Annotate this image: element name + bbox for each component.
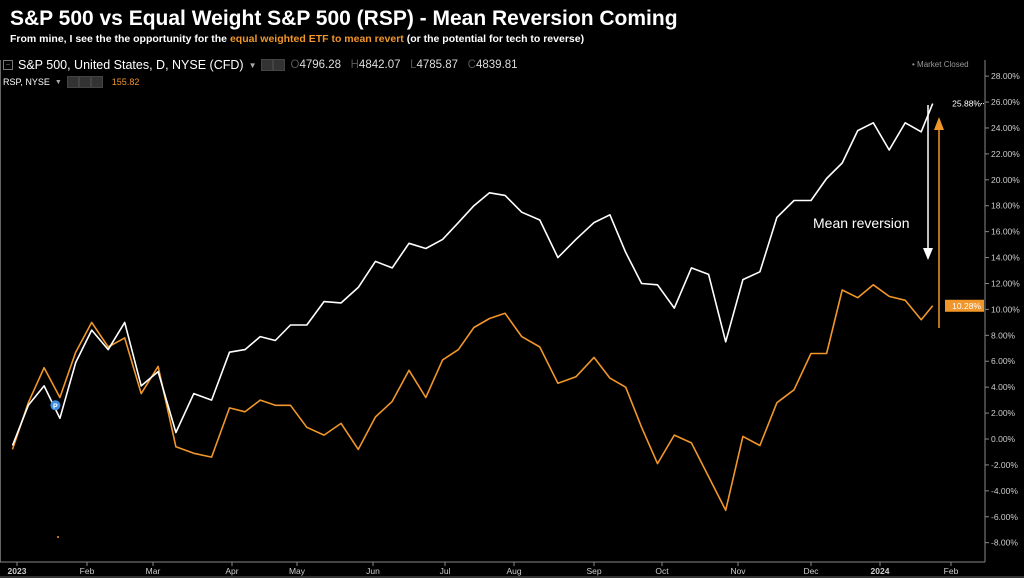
x-tick-label: Aug bbox=[506, 566, 521, 576]
market-status: • Market Closed bbox=[912, 60, 969, 69]
x-tick-label: Nov bbox=[730, 566, 746, 576]
x-tick-label: Oct bbox=[655, 566, 669, 576]
open-label: O bbox=[290, 59, 300, 71]
rsp-last-value-badge bbox=[945, 299, 984, 312]
y-tick-label: 4.00% bbox=[991, 382, 1016, 392]
y-tick-label: 22.00% bbox=[991, 149, 1020, 159]
x-tick-label: 2024 bbox=[871, 566, 890, 576]
close-label: C bbox=[467, 59, 476, 71]
settings-icon[interactable] bbox=[273, 59, 286, 71]
low-label: L bbox=[410, 59, 417, 71]
collapse-icon[interactable]: − bbox=[3, 60, 13, 70]
compare-symbol-legend: RSP, NYSE ▼ 155.82 bbox=[3, 76, 139, 88]
spx-line bbox=[11, 103, 934, 446]
settings-icon[interactable] bbox=[78, 76, 91, 88]
x-tick-label: Mar bbox=[146, 566, 161, 576]
x-tick-label: Feb bbox=[944, 566, 959, 576]
main-symbol-label[interactable]: S&P 500, United States, D, NYSE (CFD) bbox=[18, 58, 244, 72]
y-tick-label: 18.00% bbox=[991, 201, 1020, 211]
rsp-last-value-label: 10.28% bbox=[952, 301, 981, 311]
y-tick-label: 16.00% bbox=[991, 227, 1020, 237]
caret-down-icon[interactable]: ▼ bbox=[54, 78, 62, 86]
y-tick-label: -8.00% bbox=[991, 538, 1018, 548]
y-tick-label: -4.00% bbox=[991, 486, 1018, 496]
y-tick-label: 0.00% bbox=[991, 434, 1016, 444]
main-symbol-legend: − S&P 500, United States, D, NYSE (CFD) … bbox=[3, 58, 518, 72]
remove-icon[interactable] bbox=[90, 76, 103, 88]
event-marker-icon[interactable] bbox=[50, 400, 61, 411]
high-value: 4842.07 bbox=[358, 59, 401, 71]
x-tick-label: Apr bbox=[225, 566, 238, 576]
chart-subtitle: From mine, I see the the opportunity for… bbox=[10, 33, 584, 45]
subtitle-highlight: equal weighted ETF to mean revert bbox=[229, 33, 404, 45]
x-tick-label: Dec bbox=[803, 566, 819, 576]
y-tick-label: 8.00% bbox=[991, 330, 1016, 340]
y-tick-label: 26.00% bbox=[991, 97, 1020, 107]
low-value: 4785.87 bbox=[416, 59, 459, 71]
visibility-icon[interactable] bbox=[261, 59, 274, 71]
event-marker-label: P bbox=[53, 403, 58, 410]
x-tick-label: 2023 bbox=[8, 566, 27, 576]
caret-down-icon[interactable]: ▼ bbox=[248, 60, 257, 70]
y-tick-label: 6.00% bbox=[991, 356, 1016, 366]
spx-last-value-label: 25.88% bbox=[952, 99, 981, 109]
subtitle-text-end: (or the potential for tech to reverse) bbox=[403, 33, 585, 45]
y-tick-label: 20.00% bbox=[991, 175, 1020, 185]
x-tick-label: May bbox=[289, 566, 306, 576]
y-tick-label: 2.00% bbox=[991, 408, 1016, 418]
compare-symbol-label[interactable]: RSP, NYSE bbox=[3, 77, 50, 87]
rsp-line bbox=[11, 283, 934, 512]
y-tick-label: 14.00% bbox=[991, 253, 1020, 263]
y-tick-label: 28.00% bbox=[991, 71, 1020, 81]
high-label: H bbox=[350, 59, 359, 71]
chart-title: S&P 500 vs Equal Weight S&P 500 (RSP) - … bbox=[10, 7, 678, 30]
down-arrow-icon bbox=[923, 248, 933, 260]
y-tick-label: -6.00% bbox=[991, 512, 1018, 522]
y-tick-label: 24.00% bbox=[991, 123, 1020, 133]
close-value: 4839.81 bbox=[475, 59, 518, 71]
y-tick-label: -2.00% bbox=[991, 460, 1018, 470]
subtitle-text: From mine, I see the the opportunity for… bbox=[10, 33, 230, 45]
ohlc-values: O4796.28 H4842.07 L4785.87 C4839.81 bbox=[290, 59, 517, 71]
small-marker bbox=[57, 536, 59, 538]
visibility-icon[interactable] bbox=[66, 76, 79, 88]
y-tick-label: 10.00% bbox=[991, 304, 1020, 314]
annotation-mean-reversion: Mean reversion bbox=[813, 215, 910, 231]
x-tick-label: Sep bbox=[586, 566, 601, 576]
up-arrow-icon bbox=[934, 117, 944, 130]
x-tick-label: Feb bbox=[80, 566, 95, 576]
y-tick-label: 12.00% bbox=[991, 278, 1020, 288]
compare-value: 155.82 bbox=[111, 77, 140, 87]
open-value: 4796.28 bbox=[299, 59, 342, 71]
x-tick-label: Jun bbox=[366, 566, 380, 576]
x-tick-label: Jul bbox=[440, 566, 451, 576]
